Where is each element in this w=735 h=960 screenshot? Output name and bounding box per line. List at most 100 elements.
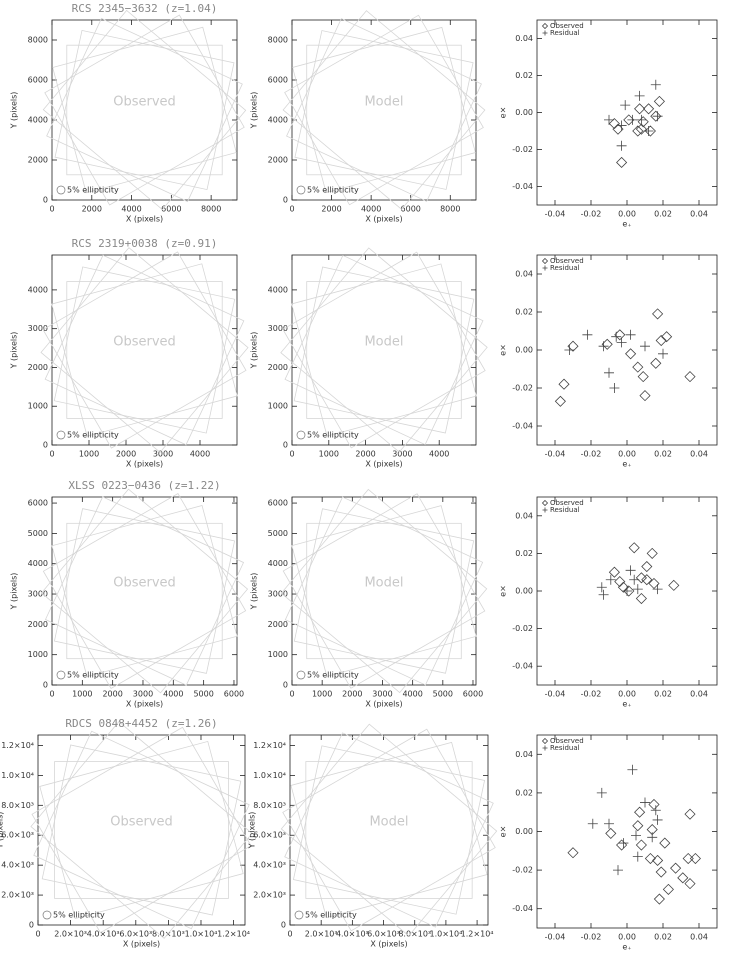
plot-frame (291, 496, 477, 686)
legend-label: Observed (550, 499, 584, 507)
x-tick-label: 1000 (312, 690, 332, 699)
x-tick-label: 0.02 (654, 933, 672, 942)
residual-point (604, 114, 614, 125)
x-axis-label: X (pixels) (123, 940, 160, 949)
chip-outline (280, 723, 498, 937)
y-tick-label: 1000 (268, 402, 288, 411)
residual-point (616, 140, 627, 151)
y-tick-label: 4000 (28, 116, 48, 125)
legend-symbol (542, 30, 548, 36)
y-tick-label: 0 (43, 196, 48, 205)
legend-circle (56, 670, 66, 680)
chip-outline (306, 44, 462, 176)
y-tick-label: 8.0×10³ (253, 801, 286, 810)
legend-label: 5% ellipticity (307, 671, 359, 680)
observed-point (632, 820, 644, 832)
x-tick-label: 1.2×10⁴ (461, 930, 494, 939)
observed-point (655, 866, 667, 878)
observed-point (659, 837, 671, 849)
y-tick-label: 6000 (268, 499, 288, 508)
x-tick-label: 8.0×10³ (152, 930, 185, 939)
y-axis-label: Y (pixels) (10, 92, 19, 130)
x-tick-label: 6.0×10³ (119, 930, 152, 939)
residual-point (636, 114, 647, 125)
y-tick-label: 0.02 (515, 549, 533, 558)
y-tick-label: 2000 (268, 620, 288, 629)
y-tick-label: 0 (283, 681, 288, 690)
x-tick-label: 0.02 (654, 450, 672, 459)
y-tick-label: 1000 (28, 650, 48, 659)
plot-frame (291, 254, 477, 446)
legend-symbol (541, 257, 549, 265)
observed-point (608, 566, 620, 578)
y-tick-label: -0.04 (512, 422, 533, 431)
chip-outline (293, 508, 475, 674)
observed-point (614, 576, 626, 588)
y-tick-label: 8000 (28, 36, 48, 45)
observed-point (670, 862, 682, 874)
chip-outline (53, 266, 236, 434)
observed-point (682, 852, 694, 865)
chip-outline (31, 726, 252, 934)
chip-outline (280, 247, 488, 453)
legend-circle (296, 430, 306, 440)
chip-outline (44, 496, 245, 686)
observed-point (661, 331, 673, 343)
x-tick-label: 4000 (361, 205, 381, 214)
observed-point (605, 827, 617, 839)
residual-point (625, 565, 636, 576)
y-tick-label: 8.0×10³ (1, 801, 34, 810)
y-tick-label: 0 (281, 921, 286, 930)
panel-annotation: Observed (110, 815, 173, 830)
legend-label: 5% ellipticity (305, 911, 357, 920)
x-tick-label: 0.00 (618, 210, 636, 219)
observed-point (653, 893, 665, 905)
x-tick-label: 0.02 (654, 210, 672, 219)
observed-point (643, 103, 655, 115)
residual-point (632, 584, 643, 595)
x-axis-label: e₊ (622, 943, 631, 952)
chip-outline (39, 740, 244, 920)
panel-title: XLSS 0223−0436 (z=1.22) (68, 479, 220, 492)
chip-outline (40, 247, 249, 453)
legend-circle (42, 910, 52, 920)
observed-point (684, 878, 696, 890)
y-tick-label: 4000 (28, 559, 48, 568)
y-tick-label: 3000 (28, 590, 48, 599)
chip-outline (44, 254, 245, 446)
x-tick-label: 1.0×10⁴ (429, 930, 462, 939)
x-tick-label: 1.0×10⁴ (185, 930, 218, 939)
observed-point (623, 585, 635, 597)
y-tick-label: 0.04 (515, 750, 533, 759)
chip-outline (284, 14, 484, 206)
chip-outline (54, 29, 235, 191)
residual-point (640, 341, 650, 352)
residual-point (604, 818, 614, 829)
y-tick-label: 0.04 (515, 270, 533, 279)
observed-point (662, 883, 674, 895)
chip-outline (40, 488, 249, 694)
residual-point (609, 383, 620, 393)
chip-outline (282, 493, 486, 689)
x-tick-label: -0.02 (581, 933, 602, 942)
x-axis-label: e₊ (622, 220, 631, 229)
observed-point (632, 125, 644, 137)
x-tick-label: 4000 (163, 690, 183, 699)
chip-outline (284, 496, 484, 686)
x-tick-label: -0.02 (581, 210, 602, 219)
y-tick-label: 0 (43, 681, 48, 690)
chip-outline (33, 730, 250, 930)
chip-outlines (42, 9, 247, 211)
x-tick-label: -0.02 (581, 690, 602, 699)
observed-point (653, 95, 665, 107)
residual-point (652, 814, 663, 825)
x-axis-label: X (pixels) (365, 215, 402, 224)
observed-point (652, 854, 664, 867)
x-tick-label: 5000 (433, 690, 453, 699)
chip-outlines (280, 488, 488, 694)
y-tick-label: 0 (283, 196, 288, 205)
y-tick-label: -0.02 (512, 384, 533, 393)
legend-circle (296, 670, 306, 680)
x-tick-label: 0.00 (618, 450, 636, 459)
chip-outline (305, 761, 473, 899)
